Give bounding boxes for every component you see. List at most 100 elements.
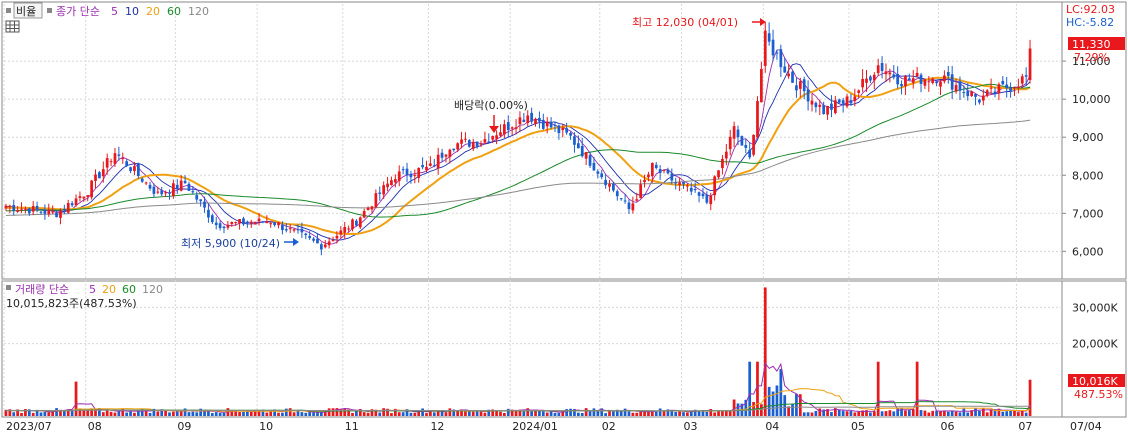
volume-bar — [448, 408, 452, 416]
candle-body — [647, 174, 650, 178]
volume-bar — [592, 408, 596, 416]
ma-period-20[interactable]: 20 — [146, 5, 160, 18]
candle-body — [705, 194, 709, 203]
candlesticks — [4, 21, 1032, 256]
price-title[interactable]: 종가 단순 — [56, 5, 100, 18]
candle-body — [401, 169, 405, 171]
current-volume-badge — [1068, 374, 1125, 387]
volume-bar — [697, 410, 701, 416]
volume-title[interactable]: 거래량 단순 — [15, 283, 69, 296]
volume-bar — [393, 408, 397, 416]
candle-body — [643, 179, 646, 183]
volume-bar — [900, 408, 903, 416]
candle-body — [487, 141, 491, 143]
volume-bar — [327, 408, 331, 416]
volume-bar — [117, 409, 121, 416]
volume-bar — [187, 412, 191, 416]
volume-bar — [195, 412, 199, 416]
candle-body — [865, 78, 868, 83]
volume-bar — [1017, 412, 1020, 416]
candle-body — [514, 127, 518, 129]
candle-body — [347, 228, 350, 230]
volume-bar — [1009, 410, 1012, 416]
ma-period-120[interactable]: 120 — [188, 5, 209, 18]
volume-bar — [113, 412, 117, 416]
volume-bar — [140, 408, 144, 416]
ma-period-10[interactable]: 10 — [125, 5, 139, 18]
volume-bar — [331, 408, 335, 416]
low-annotation: 최저 5,900 (10/24) — [181, 237, 280, 250]
candle-body — [670, 173, 674, 181]
candle-body — [242, 218, 245, 225]
candle-body — [413, 174, 417, 176]
candle-body — [662, 169, 666, 171]
candle-body — [798, 81, 802, 89]
candle-body — [386, 183, 389, 188]
candle-body — [62, 208, 66, 211]
candle-body — [358, 217, 362, 228]
candle-body — [569, 133, 572, 136]
candle-body — [296, 229, 300, 231]
ratio-toggle-button[interactable] — [13, 2, 43, 19]
volume-bar — [510, 409, 514, 416]
ma-period-60[interactable]: 60 — [167, 5, 181, 18]
volume-bar — [833, 408, 837, 416]
volume-bar — [623, 408, 627, 416]
candle-body — [316, 238, 319, 244]
candle-body — [1005, 84, 1009, 89]
candle-body — [654, 164, 658, 169]
volume-bar — [526, 408, 530, 416]
candle-body — [222, 226, 226, 229]
volume-bar — [600, 408, 604, 416]
candle-body — [756, 101, 759, 138]
volume-bar — [596, 411, 600, 416]
candle-body — [436, 154, 440, 169]
vol-ma-period-5[interactable]: 5 — [89, 283, 96, 296]
x-axis-label: 06 — [941, 420, 955, 433]
candle-body — [156, 191, 160, 193]
candle-body — [596, 171, 600, 174]
candle-body — [366, 207, 370, 211]
volume-bar — [705, 411, 709, 416]
volume-bar — [230, 410, 234, 416]
volume-bar — [943, 410, 946, 416]
table-grid-icon[interactable] — [5, 20, 20, 33]
volume-bar — [35, 409, 39, 416]
candle-body — [549, 122, 553, 128]
volume-bar — [43, 411, 47, 416]
volume-bar — [763, 287, 767, 416]
volume-marker-icon — [6, 285, 11, 290]
volume-summary: 10,015,823주(487.53%) — [6, 297, 137, 310]
volume-bar — [989, 409, 993, 416]
candle-body — [931, 78, 935, 83]
volume-bar — [168, 412, 171, 416]
candle-body — [791, 71, 794, 83]
volume-bar — [1001, 411, 1005, 416]
volume-bar — [709, 409, 713, 416]
candle-body — [686, 185, 689, 187]
volume-bar — [105, 409, 109, 416]
candle-body — [974, 93, 977, 97]
ma-period-5[interactable]: 5 — [111, 5, 118, 18]
volume-bar — [51, 411, 55, 416]
candle-body — [390, 180, 393, 186]
candle-body — [172, 183, 175, 196]
candle-body — [650, 163, 654, 177]
candle-body — [732, 126, 736, 139]
vol-ma-period-120[interactable]: 120 — [142, 283, 163, 296]
vol-ma-period-20[interactable]: 20 — [102, 283, 116, 296]
volume-bar — [288, 408, 292, 416]
candle-body — [872, 74, 876, 81]
volume-bar — [401, 412, 405, 416]
volume-bar — [487, 409, 491, 416]
vol-ma-period-60[interactable]: 60 — [122, 283, 136, 296]
volume-bar — [798, 394, 802, 416]
volume-bar — [460, 409, 463, 416]
candle-body — [105, 158, 109, 168]
candle-body — [849, 100, 853, 104]
candle-body — [370, 206, 374, 210]
candle-body — [440, 152, 444, 158]
x-axis-label: 08 — [88, 420, 102, 433]
volume-bar — [569, 408, 572, 416]
volume-bar — [682, 412, 685, 416]
